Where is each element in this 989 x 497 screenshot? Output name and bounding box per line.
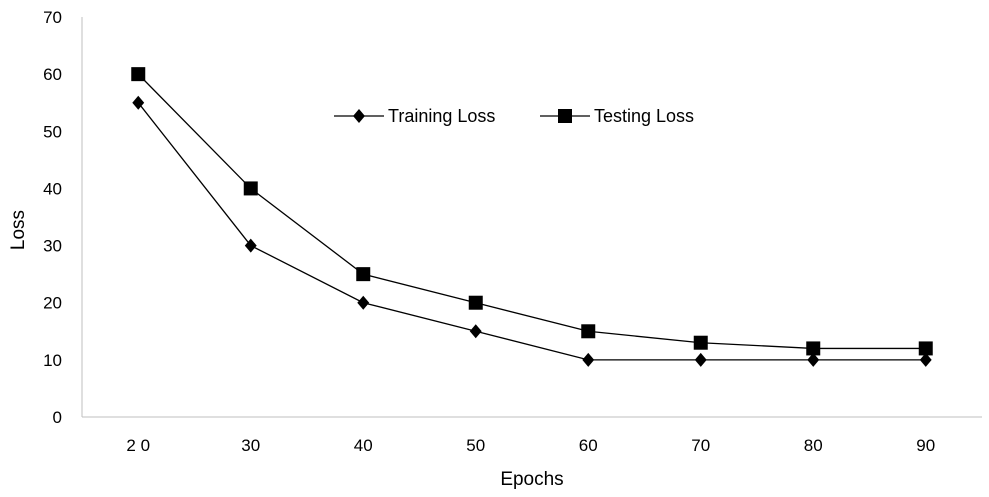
data-point-testing-loss bbox=[131, 67, 146, 82]
series-training-loss bbox=[132, 95, 932, 367]
y-tick-label: 10 bbox=[43, 351, 62, 370]
series-layer bbox=[131, 67, 933, 367]
x-tick-label: 70 bbox=[691, 436, 710, 455]
y-tick-label: 20 bbox=[43, 294, 62, 313]
data-point-training-loss bbox=[357, 295, 370, 310]
x-axis-title: Epochs bbox=[500, 469, 563, 490]
x-tick-label: 60 bbox=[579, 436, 598, 455]
data-point-testing-loss bbox=[693, 335, 708, 350]
y-tick-label: 0 bbox=[53, 408, 62, 427]
y-tick-label: 50 bbox=[43, 122, 62, 141]
y-tick-label: 40 bbox=[43, 179, 62, 198]
data-point-training-loss bbox=[132, 95, 145, 110]
series-line-training-loss bbox=[137, 102, 926, 361]
data-point-training-loss bbox=[582, 352, 595, 367]
legend-marker-testing-loss bbox=[558, 109, 572, 123]
data-point-training-loss bbox=[694, 352, 707, 367]
data-point-testing-loss bbox=[356, 267, 371, 282]
data-point-testing-loss bbox=[806, 341, 821, 356]
legend: Training Loss Testing Loss bbox=[334, 106, 694, 126]
legend-label: Training Loss bbox=[388, 106, 495, 126]
axes bbox=[81, 17, 982, 418]
x-tick-label: 50 bbox=[466, 436, 485, 455]
x-tick-label: 2 0 bbox=[126, 436, 150, 455]
x-tick-labels: 2 0 30 40 50 60 70 80 90 bbox=[126, 436, 935, 455]
y-tick-label: 30 bbox=[43, 237, 62, 256]
data-point-testing-loss bbox=[581, 324, 596, 339]
x-tick-label: 40 bbox=[354, 436, 373, 455]
data-point-training-loss bbox=[807, 352, 820, 367]
data-point-testing-loss bbox=[243, 181, 258, 196]
legend-label: Testing Loss bbox=[594, 106, 694, 126]
series-testing-loss bbox=[131, 67, 933, 356]
data-point-training-loss bbox=[244, 238, 257, 253]
data-point-testing-loss bbox=[918, 341, 933, 356]
x-tick-label: 80 bbox=[804, 436, 823, 455]
data-point-testing-loss bbox=[468, 295, 483, 310]
data-point-training-loss bbox=[919, 352, 932, 367]
x-tick-label: 30 bbox=[241, 436, 260, 455]
x-tick-label: 90 bbox=[916, 436, 935, 455]
series-line-testing-loss bbox=[137, 73, 926, 350]
y-tick-label: 60 bbox=[43, 65, 62, 84]
legend-entry-training-loss: Training Loss bbox=[334, 106, 495, 126]
y-tick-label: 70 bbox=[43, 8, 62, 27]
y-axis-title: Loss bbox=[8, 210, 29, 250]
legend-entry-testing-loss: Testing Loss bbox=[540, 106, 694, 126]
y-tick-labels: 0 10 20 30 40 50 60 70 bbox=[43, 8, 62, 427]
data-point-training-loss bbox=[469, 324, 482, 339]
legend-marker-training-loss bbox=[353, 109, 365, 123]
